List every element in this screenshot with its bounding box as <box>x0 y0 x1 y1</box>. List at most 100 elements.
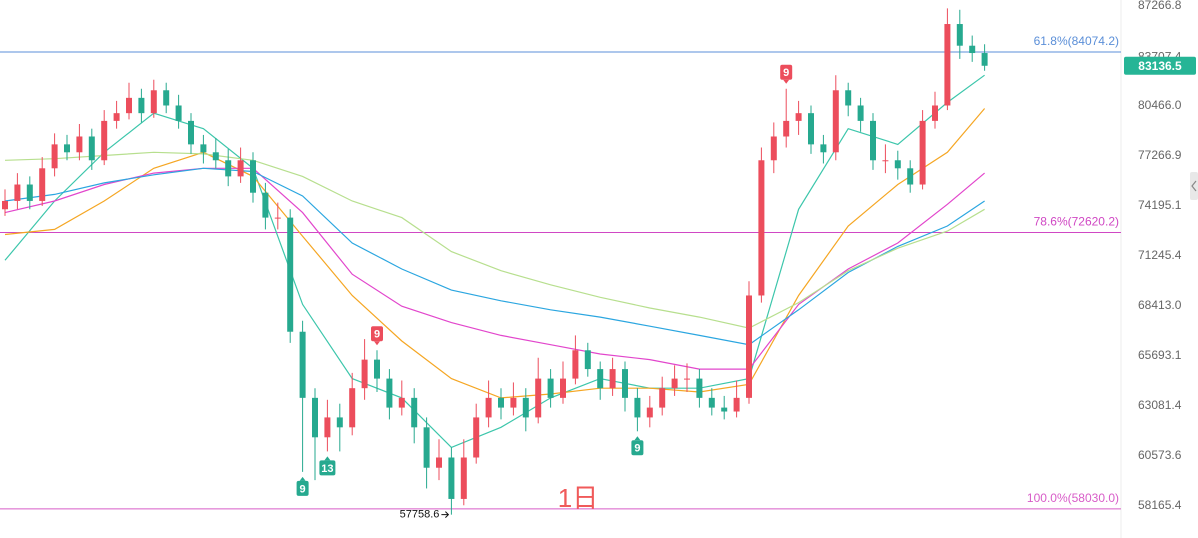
marker-pointer <box>324 456 331 461</box>
candle-body <box>51 144 58 169</box>
candle-body <box>820 144 827 153</box>
candle <box>932 91 938 129</box>
candle <box>374 350 380 393</box>
candle <box>150 79 157 118</box>
candle <box>212 138 219 169</box>
candle-body <box>907 168 914 185</box>
collapse-tab-bg[interactable] <box>1190 172 1198 200</box>
candle-body <box>88 136 95 161</box>
y-tick-label: 58165.4 <box>1138 498 1182 512</box>
candle-body <box>671 378 678 389</box>
candle <box>287 209 294 343</box>
y-tick-label: 74195.1 <box>1138 198 1182 212</box>
marker-label: 9 <box>374 329 380 341</box>
low-price-arrow <box>441 511 450 519</box>
candle-body <box>795 113 802 121</box>
candle <box>894 150 901 180</box>
sequence-marker: 9 <box>780 64 793 84</box>
candle-body <box>498 397 504 408</box>
candle-body <box>857 105 864 121</box>
candle-body <box>398 397 405 408</box>
candle <box>460 439 467 506</box>
candle-body <box>200 144 207 153</box>
candle-body <box>460 457 467 499</box>
candle <box>398 380 405 416</box>
marker-label: 9 <box>783 67 789 79</box>
candle-body <box>212 152 219 161</box>
candle <box>200 134 207 164</box>
candle-body <box>126 97 132 114</box>
candle-body <box>522 397 529 418</box>
candle <box>820 134 827 164</box>
collapse-tab-icon[interactable] <box>1191 180 1197 192</box>
candle-body <box>758 160 765 296</box>
candle-body <box>324 417 331 438</box>
candle-body <box>473 417 480 458</box>
candle-body <box>436 457 442 468</box>
sequence-marker: 9 <box>631 436 644 456</box>
collapse-tab[interactable] <box>1190 172 1198 200</box>
candle <box>907 160 914 193</box>
candle <box>473 403 480 464</box>
candle-body <box>535 378 542 418</box>
marker-pointer <box>783 79 790 84</box>
candle-body <box>783 120 790 137</box>
candle-body <box>845 90 852 106</box>
candle-body <box>733 397 740 412</box>
y-tick-label: 63081.4 <box>1138 398 1182 412</box>
candle <box>783 88 790 148</box>
candle <box>708 388 715 416</box>
marker-pointer <box>299 476 306 481</box>
candle <box>76 123 83 161</box>
candle-body <box>188 120 194 145</box>
candle-body <box>956 24 963 46</box>
candle <box>510 382 517 416</box>
candle-body <box>175 105 182 121</box>
candle-body <box>26 184 33 201</box>
candle <box>113 100 120 129</box>
candle <box>498 388 504 420</box>
candle-body <box>250 160 256 193</box>
candle-body <box>150 90 157 114</box>
candle <box>795 100 802 135</box>
moving-average-line <box>4 74 985 449</box>
candle <box>64 134 70 161</box>
candle <box>832 75 839 161</box>
candle-body <box>14 184 21 201</box>
candle <box>969 35 976 62</box>
marker-pointer <box>634 436 641 441</box>
candle <box>448 447 455 515</box>
candle-body <box>609 369 616 389</box>
candle-body <box>646 407 653 418</box>
candle <box>126 82 132 120</box>
candle-body <box>969 45 976 54</box>
candle-body <box>39 168 46 201</box>
moving-average-line <box>4 151 985 329</box>
candle-body <box>584 350 591 370</box>
candle <box>262 182 269 230</box>
candle-body <box>374 359 380 379</box>
candle <box>721 395 728 420</box>
candle <box>436 439 442 481</box>
y-tick-label: 87266.8 <box>1138 0 1182 12</box>
candle-body <box>299 331 306 398</box>
marker-label: 9 <box>634 443 640 455</box>
candle-body <box>138 97 145 114</box>
candle <box>919 110 926 190</box>
candle <box>237 147 244 183</box>
candle <box>312 388 318 481</box>
candle-body <box>572 350 579 379</box>
candle <box>981 44 988 71</box>
candle-body <box>944 24 951 106</box>
candle <box>2 189 8 216</box>
candle <box>758 147 765 303</box>
candle <box>584 342 591 377</box>
candle-body <box>225 160 232 177</box>
candle-body <box>721 407 728 412</box>
candle <box>386 369 393 420</box>
candle-body <box>361 359 368 389</box>
candle-body <box>932 105 938 121</box>
candle <box>733 380 740 418</box>
marker-label: 13 <box>321 463 333 475</box>
moving-average-line <box>4 167 985 346</box>
